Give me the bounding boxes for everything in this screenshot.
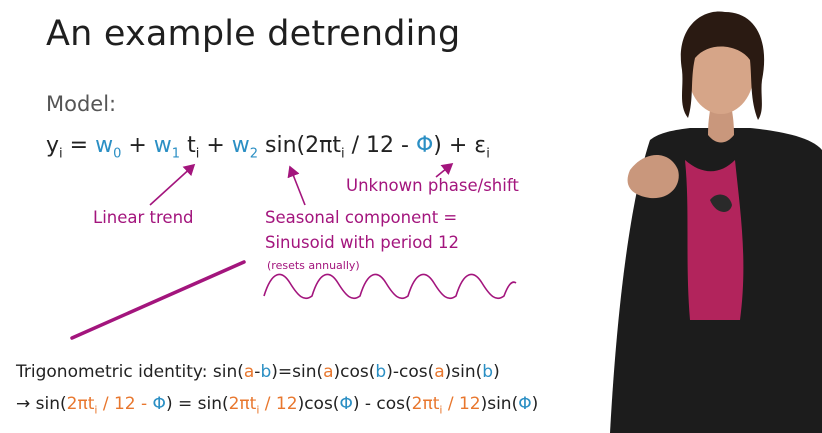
eq-sin: sin(2πti / 12 - xyxy=(258,133,416,162)
annotation-seasonal-1: Seasonal component = xyxy=(265,208,458,227)
exp-arg1: 2πti / 12 - xyxy=(66,394,153,417)
trig-cos1: )cos( xyxy=(333,362,376,382)
arrow-linear-trend xyxy=(149,163,196,206)
exp-cos: )cos( xyxy=(297,394,340,414)
annotation-seasonal-2: Sinusoid with period 12 xyxy=(265,233,460,252)
exp-eq: ) = sin( xyxy=(165,394,229,414)
exp-phi2: Φ xyxy=(339,394,353,414)
expansion-arrow: → xyxy=(16,394,36,414)
eq-phi: Φ xyxy=(415,133,434,158)
trig-eq: )=sin( xyxy=(271,362,324,382)
exp-arg3: 2πti / 12 xyxy=(411,394,481,417)
exp-sin: sin( xyxy=(35,394,67,414)
exp-phi3: Φ xyxy=(518,394,532,414)
annotation-linear-trend: Linear trend xyxy=(93,208,194,227)
expansion-line: → sin(2πti / 12 - Φ) = sin(2πti / 12)cos… xyxy=(16,394,538,416)
slide-title: An example detrending xyxy=(46,14,461,54)
exp-arg2: 2πti / 12 xyxy=(228,394,298,417)
eq-eps-sub: i xyxy=(486,146,490,162)
trig-label: Trigonometric identity: xyxy=(16,362,213,382)
trend-line xyxy=(70,260,246,340)
arrow-seasonal xyxy=(287,165,306,206)
exp-close: ) xyxy=(531,394,539,414)
trig-minus-cos: )-cos( xyxy=(386,362,435,382)
eq-t: ti xyxy=(187,133,200,162)
eq-w1: w1 xyxy=(153,133,181,162)
trig-identity-line: Trigonometric identity: sin(a-b)=sin(a)c… xyxy=(16,362,500,382)
trig-a3: a xyxy=(434,362,445,382)
annotation-unknown-phase: Unknown phase/shift xyxy=(346,176,519,195)
presenter-image xyxy=(610,11,822,433)
annotation-seasonal-note: (resets annually) xyxy=(267,259,360,272)
trig-b2: b xyxy=(375,362,387,382)
trig-a1: a xyxy=(243,362,255,382)
trig-b3: b xyxy=(482,362,494,382)
eq-y-sub: i xyxy=(59,146,63,162)
eq-close: ) + ε xyxy=(433,133,487,158)
exp-sin2: )sin( xyxy=(480,394,519,414)
trig-minus: - xyxy=(254,362,261,382)
eq-plus2: + xyxy=(199,133,232,158)
arrow-unknown-phase xyxy=(435,162,454,178)
model-label: Model: xyxy=(46,92,117,116)
trig-a2: a xyxy=(323,362,334,382)
model-equation: yi = w0 + w1 ti + w2 sin(2πti / 12 - Φ) … xyxy=(46,133,490,161)
eq-plus1: + xyxy=(121,133,154,158)
eq-y: y xyxy=(46,133,60,158)
exp-phi1: Φ xyxy=(152,394,166,414)
trig-close: ) xyxy=(493,362,500,382)
eq-equals: = xyxy=(62,133,96,158)
trig-sin: sin( xyxy=(212,362,244,382)
eq-w2: w2 xyxy=(231,133,259,162)
sinusoid-wave xyxy=(263,273,517,300)
trig-sin2: )sin( xyxy=(444,362,483,382)
eq-w0: w0 xyxy=(95,133,122,162)
trig-b1: b xyxy=(260,362,272,382)
exp-minus-cos: ) - cos( xyxy=(352,394,412,414)
